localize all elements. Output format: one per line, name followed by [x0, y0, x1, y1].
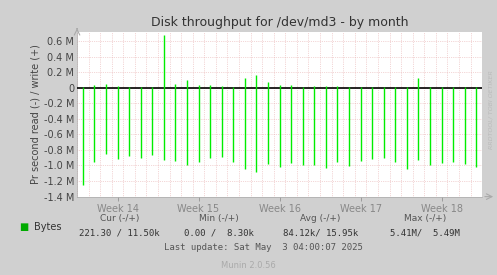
Text: ■: ■ [19, 222, 28, 232]
Text: Munin 2.0.56: Munin 2.0.56 [221, 261, 276, 270]
Text: 0.00 /  8.30k: 0.00 / 8.30k [184, 228, 253, 237]
Title: Disk throughput for /dev/md3 - by month: Disk throughput for /dev/md3 - by month [151, 16, 409, 29]
Y-axis label: Pr second read (-) / write (+): Pr second read (-) / write (+) [31, 44, 41, 184]
Text: Bytes: Bytes [34, 222, 61, 232]
Text: 221.30 / 11.50k: 221.30 / 11.50k [79, 228, 160, 237]
Text: 84.12k/ 15.95k: 84.12k/ 15.95k [283, 228, 358, 237]
Text: Min (-/+): Min (-/+) [199, 214, 239, 223]
Text: Avg (-/+): Avg (-/+) [300, 214, 341, 223]
Text: Last update: Sat May  3 04:00:07 2025: Last update: Sat May 3 04:00:07 2025 [164, 243, 363, 252]
Text: RRDTOOL/ TOBI OETIKER: RRDTOOL/ TOBI OETIKER [489, 71, 494, 149]
Text: Cur (-/+): Cur (-/+) [99, 214, 139, 223]
Text: Max (-/+): Max (-/+) [404, 214, 446, 223]
Text: 5.41M/  5.49M: 5.41M/ 5.49M [390, 228, 460, 237]
